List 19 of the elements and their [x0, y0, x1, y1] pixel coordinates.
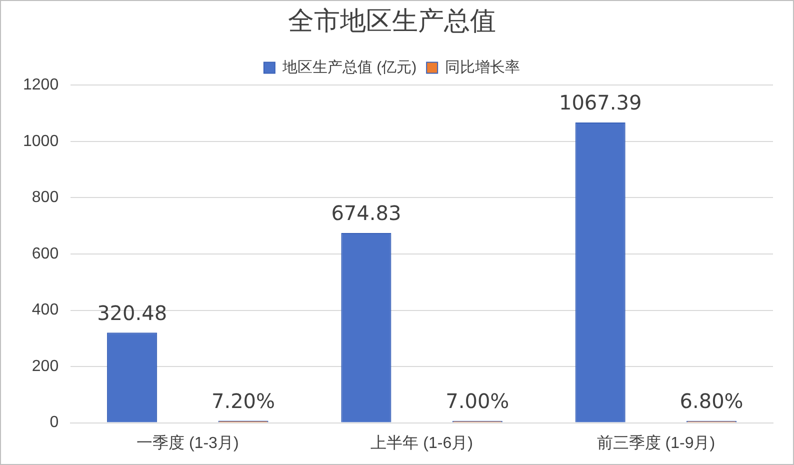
data-label: 1067.39 [558, 90, 642, 115]
y-tick-label: 1200 [23, 76, 59, 94]
chart-title: 全市地区生产总值 [288, 6, 496, 36]
data-label: 674.83 [331, 201, 402, 226]
data-label: 7.20% [211, 388, 276, 413]
y-tick-label: 600 [32, 245, 59, 262]
data-label: 320.48 [97, 300, 168, 325]
y-tick-label: 1000 [23, 132, 59, 150]
legend-label: 同比增长率 [445, 58, 520, 76]
data-label: 7.00% [446, 389, 510, 414]
data-label: 6.80% [680, 389, 744, 414]
x-tick-label: 上半年 (1-6月) [370, 434, 473, 452]
x-tick-label: 前三季度 (1-9月) [596, 434, 716, 452]
legend-label: 地区生产总值 (亿元) [281, 58, 417, 76]
y-tick-label: 0 [50, 414, 59, 432]
x-tick-label: 一季度 (1-3月) [136, 434, 239, 452]
y-tick-label: 800 [32, 189, 59, 206]
y-tick-label: 400 [32, 302, 59, 319]
y-tick-label: 200 [32, 358, 59, 375]
